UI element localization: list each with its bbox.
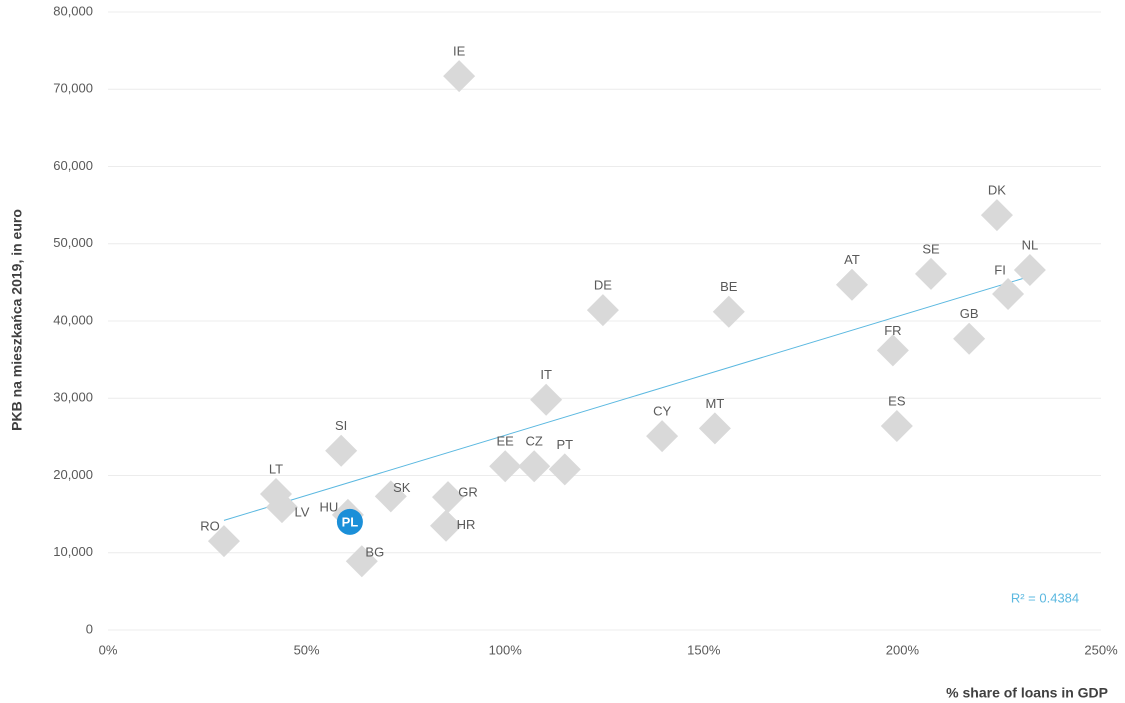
scatter-point (530, 383, 563, 416)
point-label: DE (594, 278, 612, 293)
x-tick-label: 0% (99, 642, 118, 657)
point-label: SE (922, 241, 940, 256)
scatter-point (518, 450, 551, 483)
point-label: EE (497, 434, 515, 449)
scatter-point (443, 60, 476, 93)
point-label: BE (720, 279, 738, 294)
y-tick-label: 50,000 (53, 235, 93, 250)
point-label: AT (844, 252, 860, 267)
y-axis-title: PKB na mieszkańca 2019, in euro (9, 209, 25, 431)
point-label: PT (556, 437, 573, 452)
x-axis-title: % share of loans in GDP (946, 685, 1108, 701)
x-tick-label: 100% (489, 642, 523, 657)
point-label: GR (458, 485, 478, 500)
scatter-point (432, 481, 465, 514)
trend-line (223, 275, 1031, 521)
y-tick-label: 0 (86, 621, 93, 636)
scatter-point (712, 295, 745, 328)
y-tick-label: 60,000 (53, 158, 93, 173)
scatter-point (1013, 254, 1046, 287)
y-tick-label: 80,000 (53, 3, 93, 18)
scatter-point (489, 450, 522, 483)
scatter-point (835, 268, 868, 301)
scatter-point (953, 322, 986, 355)
y-tick-label: 70,000 (53, 81, 93, 96)
y-tick-label: 20,000 (53, 467, 93, 482)
point-label: CY (653, 404, 671, 419)
x-tick-label: 150% (687, 642, 721, 657)
point-label: FI (994, 262, 1006, 277)
scatter-point (914, 257, 947, 290)
scatter-point (698, 412, 731, 445)
x-tick-label: 50% (294, 642, 320, 657)
scatter-point (880, 410, 913, 443)
scatter-point (876, 334, 909, 367)
point-label: FR (884, 323, 901, 338)
point-label: SK (393, 480, 411, 495)
point-label: BG (365, 545, 384, 560)
scatter-point (265, 491, 298, 524)
point-label: NL (1022, 237, 1039, 252)
scatter-point (345, 545, 378, 578)
point-label: DK (988, 183, 1006, 198)
y-tick-label: 40,000 (53, 312, 93, 327)
scatter-point (430, 509, 463, 542)
y-tick-label: 10,000 (53, 544, 93, 559)
scatter-point (646, 420, 679, 453)
point-label: IE (453, 44, 466, 59)
point-label: RO (200, 519, 220, 534)
point-label: IT (540, 367, 552, 382)
point-label: CZ (526, 434, 543, 449)
point-label: HU (320, 499, 339, 514)
highlight-point (336, 508, 363, 535)
point-label: HR (457, 517, 476, 532)
point-label: GB (960, 306, 979, 321)
point-label: LT (269, 461, 283, 476)
point-label: MT (706, 396, 725, 411)
scatter-point (207, 525, 240, 558)
point-label: SI (335, 418, 347, 433)
scatter-point (992, 277, 1025, 310)
scatter-point (980, 199, 1013, 232)
x-tick-label: 200% (886, 642, 920, 657)
r-squared: R² = 0.4384 (1011, 590, 1079, 605)
scatter-point (586, 294, 619, 327)
scatter-point (548, 453, 581, 486)
scatter-point (374, 480, 407, 513)
point-label: LV (295, 505, 310, 520)
highlight-label: PL (342, 514, 359, 529)
x-tick-label: 250% (1084, 642, 1118, 657)
point-label: ES (888, 393, 906, 408)
y-tick-label: 30,000 (53, 390, 93, 405)
scatter-point (325, 434, 358, 467)
